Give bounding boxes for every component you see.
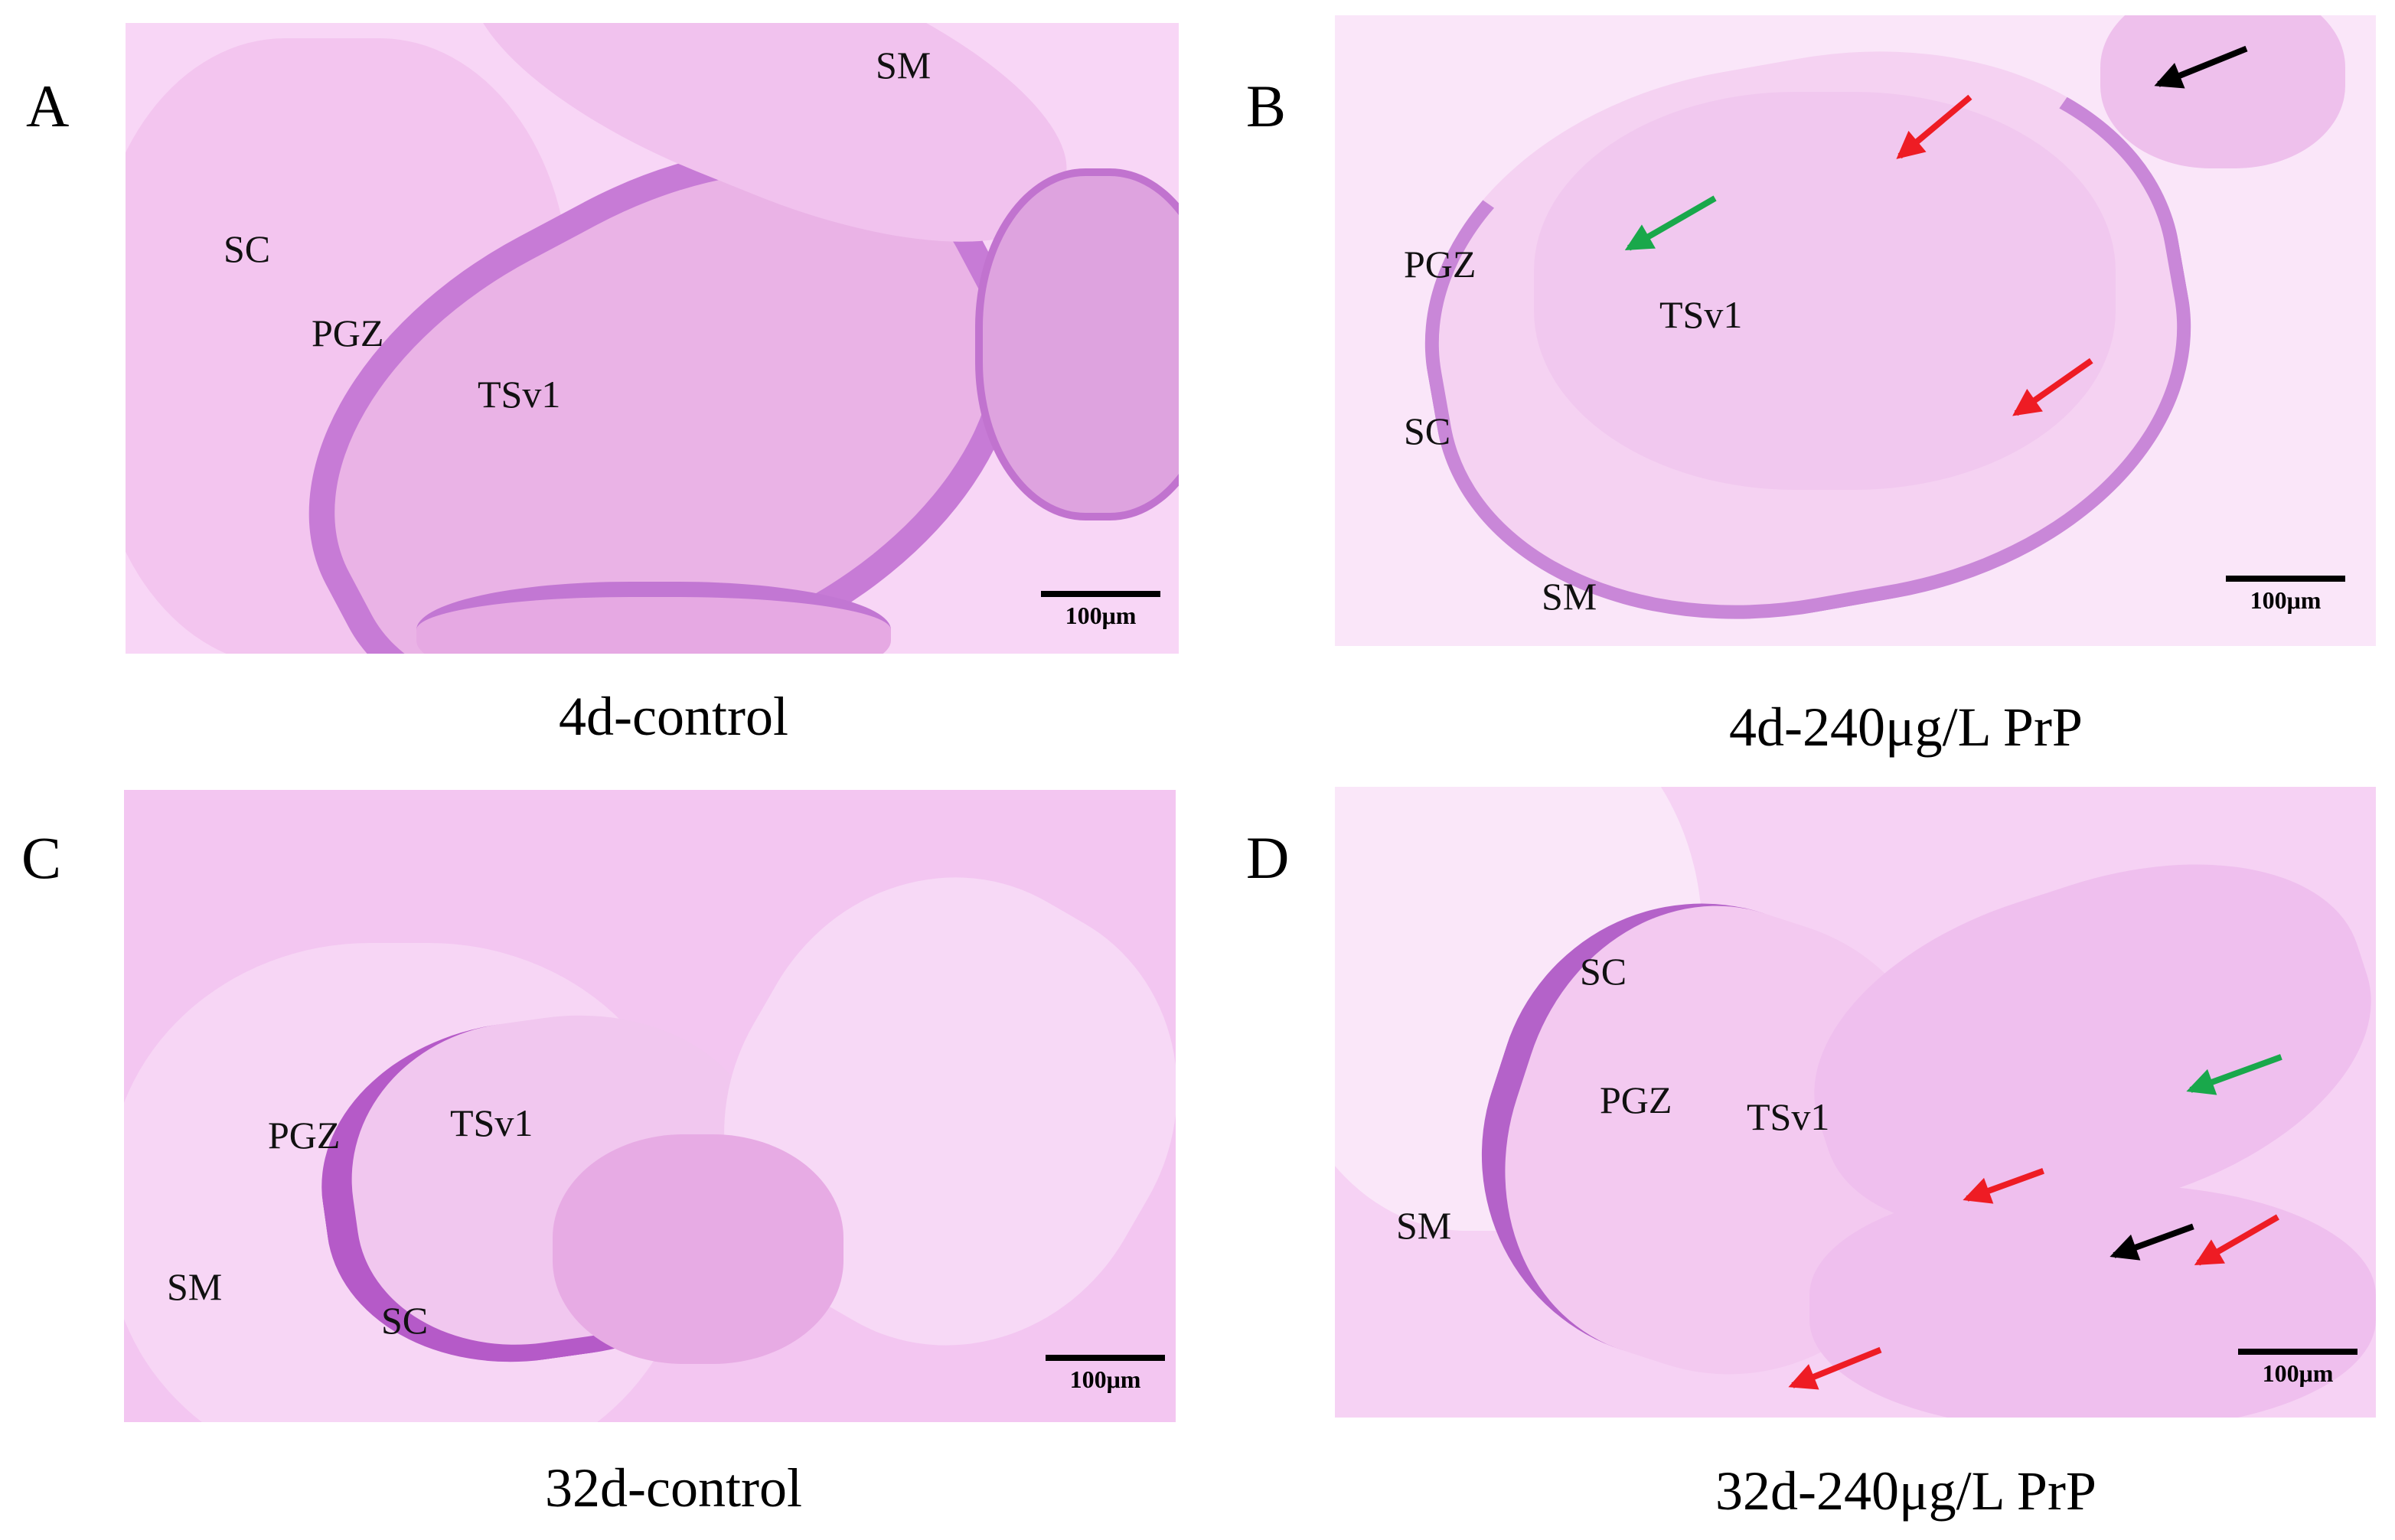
label-tsv1: TSv1 — [478, 373, 561, 416]
label-sc: SC — [224, 227, 271, 270]
label-pgz: PGZ — [268, 1114, 341, 1157]
micrograph-b: PGZ TSv1 SC SM 100μm — [1335, 15, 2376, 646]
scale-label: 100μm — [2250, 586, 2322, 614]
label-tsv1: TSv1 — [450, 1101, 533, 1144]
panel-letter-b: B — [1246, 73, 1287, 139]
panel-letter-d: D — [1246, 824, 1290, 891]
caption-b: 4d-240μg/L PrP — [1729, 697, 2083, 758]
label-sm: SM — [167, 1265, 223, 1308]
scale-label: 100μm — [1069, 1365, 1141, 1393]
caption-d: 32d-240μg/L PrP — [1715, 1460, 2096, 1522]
panel-letter-a: A — [26, 73, 70, 139]
label-tsv1: TSv1 — [1747, 1095, 1830, 1138]
tissue-region — [1809, 1185, 2376, 1418]
label-tsv1: TSv1 — [1659, 293, 1743, 336]
micrograph-d: SC PGZ TSv1 SM 100μm — [1335, 787, 2376, 1418]
label-pgz: PGZ — [1404, 243, 1476, 285]
micrograph-c: PGZ TSv1 SM SC 100μm — [124, 790, 1176, 1422]
label-sc: SC — [1580, 950, 1627, 993]
scale-label: 100μm — [1065, 602, 1137, 629]
tissue-region — [553, 1134, 843, 1364]
label-sc: SC — [1404, 409, 1451, 452]
tissue-region — [1534, 92, 2116, 490]
panel-letter-c: C — [21, 824, 62, 891]
micrograph-a: SM SC PGZ TSv1 100μm — [126, 23, 1179, 654]
caption-c: 32d-control — [545, 1457, 802, 1519]
label-pgz: PGZ — [312, 312, 384, 354]
tissue-region — [975, 168, 1179, 520]
label-sm: SM — [1396, 1204, 1452, 1247]
tissue-region — [416, 582, 891, 654]
tissue-region — [2100, 15, 2345, 168]
label-sm: SM — [1542, 575, 1597, 618]
scale-label: 100μm — [2262, 1359, 2334, 1387]
label-sc: SC — [381, 1299, 429, 1342]
label-sm: SM — [876, 44, 932, 86]
label-pgz: PGZ — [1600, 1078, 1672, 1121]
caption-a: 4d-control — [559, 686, 788, 747]
